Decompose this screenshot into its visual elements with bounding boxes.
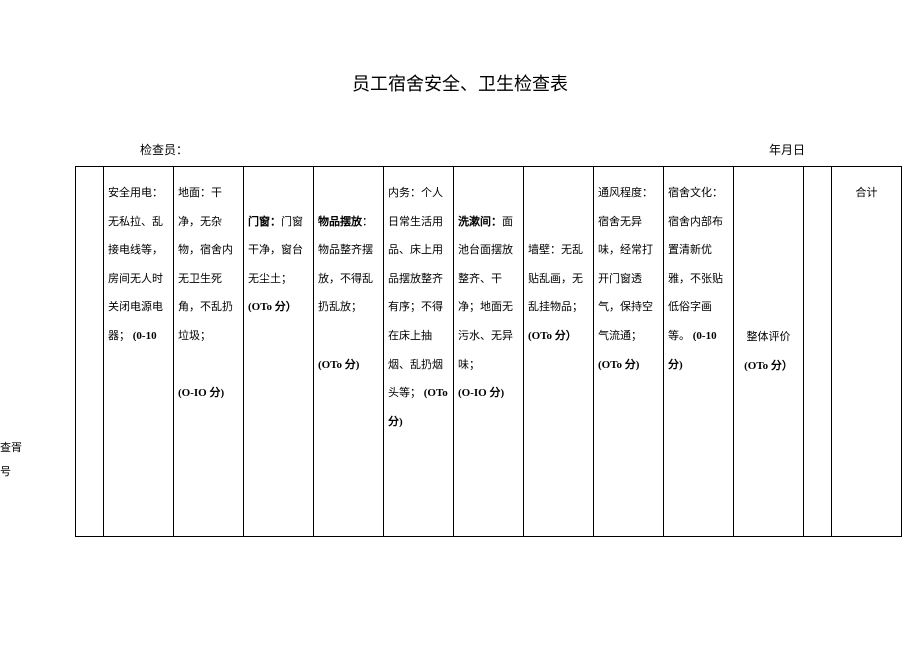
side-label-line2: 号	[0, 460, 70, 484]
col10-text: 整体评价	[747, 323, 791, 352]
col11-text: 合计	[856, 187, 878, 199]
col2-text: 地面：干净，无杂物，宿舍内无卫生死角，不乱扔垃圾；	[178, 187, 233, 342]
col3-score: (OTo 分）	[248, 301, 297, 313]
col2-score: (O-IO 分)	[178, 387, 224, 399]
col4-text: ：物品整齐摆放，不得乱扔乱放；	[318, 216, 373, 314]
inspector-label: 检查员：	[140, 141, 188, 158]
col1-score: (0-10	[133, 330, 157, 342]
cell-col8: 通风程度：宿舍无异味，经常打开门窗透气，保持空气流通； (OTo 分)	[594, 167, 664, 537]
col3-label: 门窗：	[248, 216, 281, 228]
table-row: 安全用电：无私拉、乱接电线等，房间无人时关闭电源电器； (0-10 地面：干净，…	[76, 167, 902, 537]
col5-text: 内务：个人日常生活用品、床上用品摆放整齐有序；不得在床上抽烟、乱扔烟头等；	[388, 187, 443, 399]
col6-score: (O-IO 分)	[458, 387, 504, 399]
cell-col3: 门窗：门窗干净，窗台无尘土； (OTo 分）	[244, 167, 314, 537]
col1-text: 安全用电：无私拉、乱接电线等，房间无人时关闭电源电器；	[108, 187, 163, 342]
col4-score: (OTo 分)	[318, 359, 359, 371]
cell-col6: 洗漱间：面池台面摆放整齐、干净；地面无污水、无异味； (O-IO 分)	[454, 167, 524, 537]
cell-blank-1	[76, 167, 104, 537]
cell-col11: 合计	[832, 167, 902, 537]
col8-score: (OTo 分)	[598, 359, 639, 371]
side-label-line1: 查胥	[0, 436, 70, 460]
col7-text: 墙壁：无乱贴乱画，无乱挂物品；	[528, 244, 583, 313]
cell-col1: 安全用电：无私拉、乱接电线等，房间无人时关闭电源电器； (0-10	[104, 167, 174, 537]
side-label: 查胥 号	[0, 436, 70, 484]
cell-col5: 内务：个人日常生活用品、床上用品摆放整齐有序；不得在床上抽烟、乱扔烟头等； (O…	[384, 167, 454, 537]
table-wrapper: 查胥 号 安全用电：无私拉、乱接电线等，房间无人时关闭电源电器； (0-10 地…	[75, 166, 845, 537]
cell-col2: 地面：干净，无杂物，宿舍内无卫生死角，不乱扔垃圾； (O-IO 分)	[174, 167, 244, 537]
col9-text: 宿舍文化：宿舍内部布置清新优雅，不张贴低俗字画等。	[668, 187, 723, 342]
page-title: 员工宿舍安全、卫生检查表	[75, 70, 845, 96]
col6-label: 洗漱间：	[458, 216, 502, 228]
header-row: 检查员： 年月日	[75, 141, 845, 166]
col10-score: (OTo 分）	[744, 352, 793, 381]
cell-blank-2	[804, 167, 832, 537]
col6-text: 面池台面摆放整齐、干净；地面无污水、无异味；	[458, 216, 513, 371]
cell-col9: 宿舍文化：宿舍内部布置清新优雅，不张贴低俗字画等。 (0-10 分)	[664, 167, 734, 537]
col8-text: 通风程度：宿舍无异味，经常打开门窗透气，保持空气流通；	[598, 187, 653, 342]
date-label: 年月日	[769, 141, 805, 158]
cell-col4: 物品摆放：物品整齐摆放，不得乱扔乱放； (OTo 分)	[314, 167, 384, 537]
document-container: 员工宿舍安全、卫生检查表 检查员： 年月日 查胥 号 安全用电：无私拉、乱接电线…	[0, 0, 920, 577]
col7-score: (OTo 分）	[528, 330, 577, 342]
cell-col10: 整体评价 (OTo 分）	[734, 167, 804, 537]
col4-label: 物品摆放	[318, 216, 362, 228]
cell-col7: 墙壁：无乱贴乱画，无乱挂物品； (OTo 分）	[524, 167, 594, 537]
inspection-table: 安全用电：无私拉、乱接电线等，房间无人时关闭电源电器； (0-10 地面：干净，…	[75, 166, 902, 537]
